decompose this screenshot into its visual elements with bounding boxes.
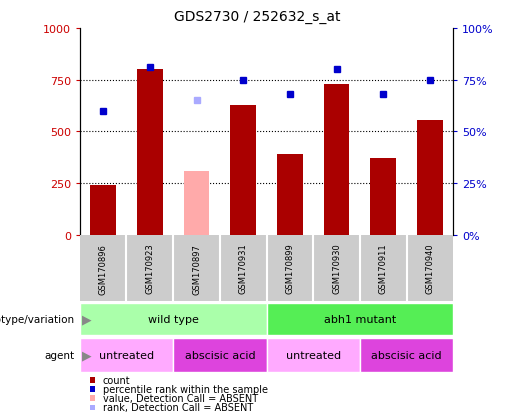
Text: GSM170940: GSM170940 bbox=[425, 243, 434, 294]
Bar bbox=[277, 155, 303, 235]
Text: GDS2730 / 252632_s_at: GDS2730 / 252632_s_at bbox=[174, 10, 341, 24]
Text: value, Detection Call = ABSENT: value, Detection Call = ABSENT bbox=[103, 393, 258, 403]
Bar bbox=[230, 105, 256, 235]
Bar bbox=[267, 303, 453, 335]
Text: GSM170930: GSM170930 bbox=[332, 243, 341, 294]
Text: ▶: ▶ bbox=[82, 313, 92, 325]
Text: count: count bbox=[103, 375, 131, 385]
Bar bbox=[324, 85, 349, 235]
Text: abscisic acid: abscisic acid bbox=[184, 350, 255, 360]
Text: percentile rank within the sample: percentile rank within the sample bbox=[103, 384, 268, 394]
Bar bbox=[137, 70, 163, 235]
Text: untreated: untreated bbox=[99, 350, 154, 360]
Text: abh1 mutant: abh1 mutant bbox=[324, 314, 396, 324]
Bar bbox=[80, 303, 267, 335]
Text: genotype/variation: genotype/variation bbox=[0, 314, 75, 324]
Bar bbox=[267, 339, 360, 372]
Text: GSM170931: GSM170931 bbox=[238, 243, 248, 294]
Text: untreated: untreated bbox=[286, 350, 341, 360]
Bar bbox=[80, 339, 173, 372]
Text: GSM170897: GSM170897 bbox=[192, 243, 201, 294]
Text: ▶: ▶ bbox=[82, 349, 92, 362]
Text: GSM170896: GSM170896 bbox=[99, 243, 108, 294]
Text: wild type: wild type bbox=[148, 314, 199, 324]
Text: GSM170911: GSM170911 bbox=[379, 243, 388, 294]
Text: agent: agent bbox=[45, 350, 75, 360]
Bar bbox=[90, 186, 116, 235]
Bar bbox=[360, 339, 453, 372]
Text: GSM170899: GSM170899 bbox=[285, 243, 295, 294]
Text: GSM170923: GSM170923 bbox=[145, 243, 154, 294]
Bar bbox=[184, 171, 209, 235]
Bar bbox=[417, 121, 443, 235]
Bar bbox=[173, 339, 267, 372]
Bar bbox=[370, 159, 396, 235]
Text: rank, Detection Call = ABSENT: rank, Detection Call = ABSENT bbox=[103, 402, 253, 412]
Text: abscisic acid: abscisic acid bbox=[371, 350, 442, 360]
